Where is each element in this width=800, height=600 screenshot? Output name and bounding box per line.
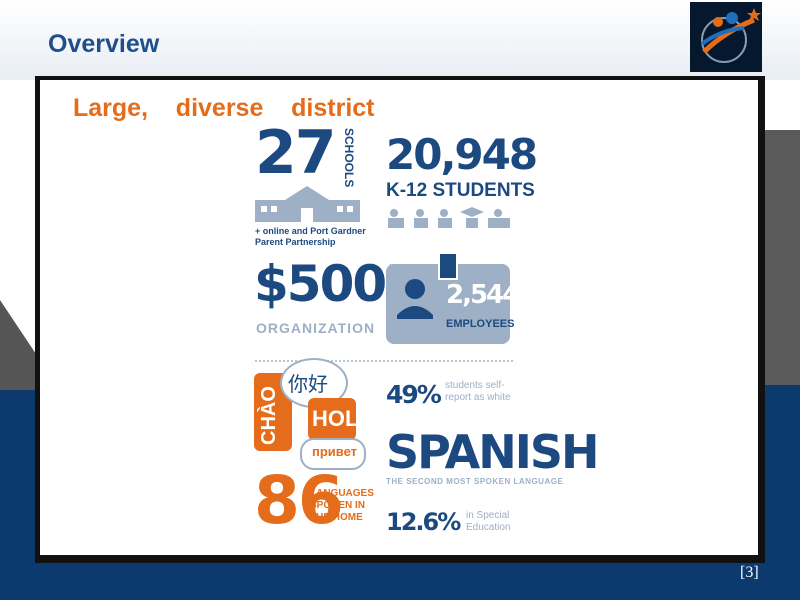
- second-language-label: THE SECOND MOST SPOKEN LANGUAGE: [386, 477, 564, 486]
- decorative-side-bar: [760, 130, 800, 385]
- greeting-russian: привет: [312, 444, 358, 459]
- employees-count: 2,544: [446, 280, 520, 310]
- languages-label: LANGUAGES SPOKEN IN THE HOME: [310, 488, 374, 523]
- greeting-spanish: HOLA: [312, 406, 375, 431]
- page-number: [3]: [740, 564, 759, 581]
- white-percentage: 49%: [386, 380, 442, 409]
- schools-note: + online and Port Gardner Parent Partner…: [255, 226, 366, 247]
- schools-label: SCHOOLS: [342, 128, 356, 188]
- students-count: 20,948: [386, 130, 538, 179]
- person-icon: [395, 275, 441, 323]
- school-building-icon: [255, 186, 360, 222]
- greeting-bubble-spanish: [308, 398, 356, 440]
- section-divider: [255, 360, 513, 362]
- greeting-vietnamese: CHÀO: [258, 386, 280, 445]
- students-label: K-12 STUDENTS: [386, 180, 535, 201]
- white-label: students self-report as white: [445, 380, 511, 403]
- district-logo: [690, 2, 762, 72]
- schools-count: 27: [255, 118, 336, 188]
- slide-subtitle: Large, diverse district: [73, 94, 375, 122]
- special-education-label: in Special Education: [466, 510, 511, 533]
- slide-header-background: [0, 0, 800, 80]
- slide-title: Overview: [48, 30, 160, 58]
- greeting-bubble-russian: [300, 438, 366, 470]
- employees-label: EMPLOYEES: [446, 318, 515, 330]
- second-language: SPANISH: [386, 425, 599, 479]
- budget-label: ORGANIZATION: [256, 320, 376, 336]
- badge-clip-icon: [438, 252, 458, 280]
- languages-count: 86: [254, 462, 344, 539]
- greeting-chinese: 你好: [288, 374, 328, 396]
- special-education-percentage: 12.6%: [386, 508, 461, 536]
- student-icons: [386, 206, 511, 230]
